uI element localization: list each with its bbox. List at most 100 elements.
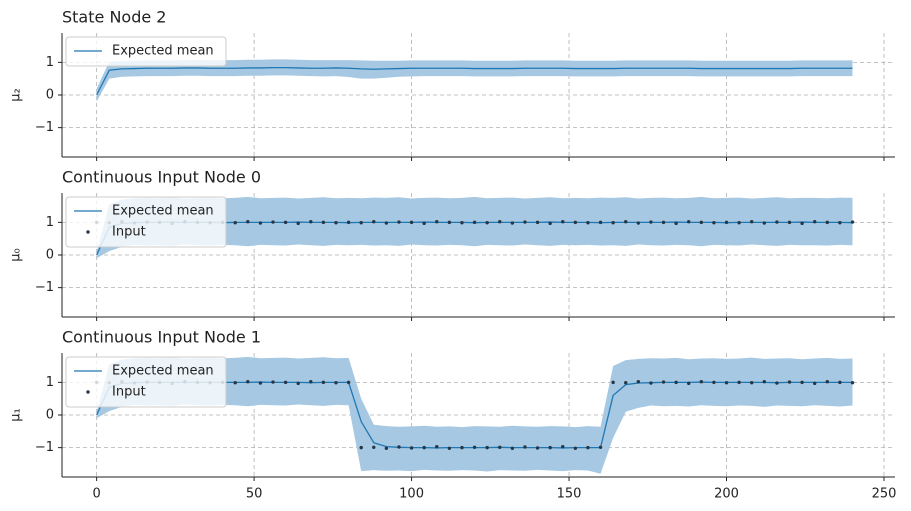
input-point: [712, 380, 716, 385]
input-point: [724, 380, 729, 385]
input-point: [800, 221, 804, 226]
input-point: [687, 381, 691, 386]
y-tick-label: 0: [46, 248, 54, 263]
input-point: [548, 445, 552, 450]
y-tick-label: −1: [35, 280, 54, 295]
input-point: [359, 220, 363, 225]
input-point: [687, 220, 691, 224]
input-point: [611, 220, 615, 225]
input-point: [435, 444, 439, 449]
chart-title: State Node 2: [62, 8, 166, 27]
y-tick-label: −1: [35, 440, 54, 455]
input-point: [561, 220, 565, 224]
legend-label: Expected mean: [112, 204, 214, 219]
input-point: [737, 220, 741, 225]
input-point: [233, 380, 237, 385]
input-point: [573, 446, 578, 450]
input-point: [246, 220, 250, 224]
confidence-band: [96, 356, 853, 474]
input-point: [624, 220, 628, 224]
legend-box: [65, 196, 227, 248]
input-point: [611, 380, 615, 385]
input-point: [712, 220, 716, 225]
input-point: [321, 220, 326, 225]
input-point: [598, 445, 603, 450]
x-tick-label: 250: [872, 487, 897, 502]
input-point: [750, 220, 754, 224]
input-point: [624, 380, 628, 385]
x-tick-label: 0: [93, 487, 101, 502]
input-point: [271, 380, 275, 384]
y-tick-label: 1: [46, 215, 54, 230]
input-point: [762, 380, 767, 384]
input-point: [334, 380, 338, 385]
input-point: [649, 220, 653, 224]
input-point: [409, 220, 414, 225]
y-axis-label: μ₀: [9, 248, 24, 261]
input-point: [422, 445, 426, 450]
x-tick-label: 150: [557, 487, 582, 502]
input-point: [661, 220, 666, 225]
input-point: [825, 380, 829, 384]
input-point: [422, 221, 426, 226]
input-point: [636, 380, 641, 384]
mean-line: [96, 66, 853, 96]
input-point: [699, 380, 704, 384]
legend-label: Input: [112, 385, 146, 400]
input-point: [523, 445, 527, 449]
input-point: [460, 220, 464, 225]
legend-label: Expected mean: [112, 364, 214, 379]
input-point: [535, 220, 540, 225]
legend-box: [65, 36, 227, 67]
input-point: [296, 381, 300, 386]
x-tick-label: 200: [714, 487, 739, 502]
input-point: [397, 445, 401, 449]
x-tick-label: 50: [246, 487, 263, 502]
input-point: [372, 220, 376, 224]
chart-title: Continuous Input Node 1: [62, 328, 261, 347]
input-point: [674, 380, 678, 385]
input-point: [258, 381, 263, 385]
input-point: [510, 446, 515, 450]
input-point: [485, 220, 489, 225]
input-point: [485, 445, 489, 450]
y-tick-label: −1: [35, 120, 54, 135]
input-point: [283, 380, 288, 385]
input-point: [258, 221, 263, 225]
input-point: [699, 220, 704, 225]
input-point: [296, 221, 300, 226]
input-point: [233, 220, 237, 225]
legend-box: [65, 356, 227, 408]
input-point: [523, 220, 527, 224]
input-point: [787, 220, 792, 225]
input-point: [498, 445, 502, 450]
input-point: [850, 380, 855, 385]
input-point: [598, 220, 603, 225]
input-point: [724, 220, 729, 225]
input-point: [800, 380, 804, 385]
input-point: [573, 220, 578, 225]
input-point: [346, 220, 351, 225]
legend-label: Input: [112, 225, 146, 240]
input-point: [384, 446, 389, 450]
y-tick-label: 1: [46, 375, 54, 390]
input-point: [346, 380, 351, 385]
input-point: [737, 380, 741, 385]
input-point: [825, 220, 829, 225]
chart-title: Continuous Input Node 0: [62, 168, 261, 187]
input-point: [472, 220, 477, 225]
legend-label: Expected mean: [112, 44, 214, 59]
input-point: [510, 221, 515, 225]
input-point: [359, 445, 363, 450]
input-point: [561, 444, 565, 449]
input-point: [447, 446, 452, 450]
input-point: [309, 220, 313, 224]
input-point: [649, 381, 653, 385]
input-point: [409, 446, 414, 450]
input-point: [775, 381, 779, 385]
input-point: [460, 445, 464, 450]
input-point: [838, 220, 842, 225]
input-point: [661, 380, 666, 384]
input-point: [447, 220, 452, 225]
